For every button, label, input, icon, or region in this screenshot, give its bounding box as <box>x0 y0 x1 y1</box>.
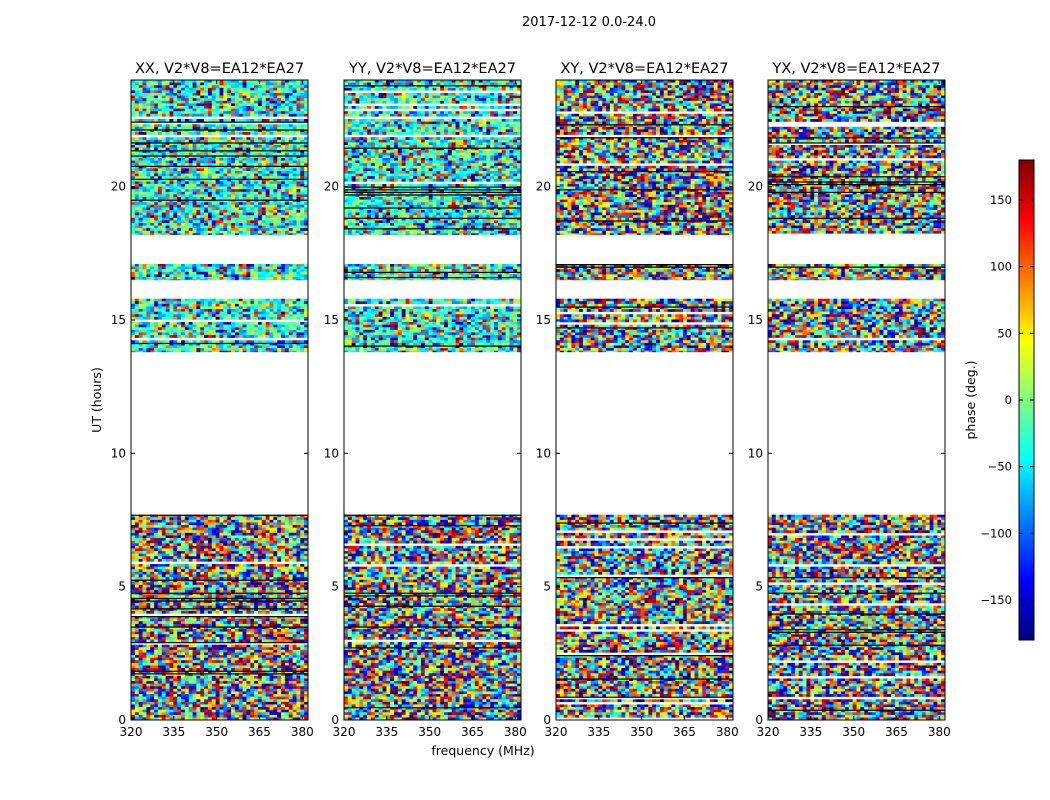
y-tick-label: 0 <box>755 713 763 727</box>
y-tick-label: 15 <box>111 313 126 327</box>
panel-title: YY, V2*V8=EA12*EA27 <box>348 61 516 77</box>
x-tick-label: 365 <box>885 725 908 739</box>
colorbar-tick-label: 50 <box>997 326 1012 340</box>
y-tick-label: 5 <box>118 580 126 594</box>
x-tick-label: 365 <box>248 725 271 739</box>
panel-frame <box>555 79 734 721</box>
y-tick-label: 20 <box>536 180 551 194</box>
colorbar-tick-label: −50 <box>988 460 1012 474</box>
panel-yy: YY, V2*V8=EA12*EA27 320 335 350 365 380 0 5 10 15… <box>324 61 527 739</box>
colorbar-tick-label: 0 <box>1005 393 1012 407</box>
y-tick-label: 0 <box>543 713 551 727</box>
x-tick-label: 335 <box>799 725 822 739</box>
y-tick-label: 0 <box>331 713 339 727</box>
x-tick-label: 380 <box>716 725 739 739</box>
x-tick-label: 365 <box>673 725 696 739</box>
panel-frame <box>130 79 309 721</box>
phase-heatmap <box>556 80 734 718</box>
x-axis-label: frequency (MHz) <box>431 743 534 758</box>
y-axis-label: UT (hours) <box>89 367 104 433</box>
y-tick-label: 20 <box>324 180 339 194</box>
y-tick-label: 20 <box>748 180 763 194</box>
y-tick-label: 10 <box>324 446 339 460</box>
colorbar-tick-label: −100 <box>980 526 1012 540</box>
phase-heatmap <box>768 80 946 721</box>
x-tick-label: 320 <box>757 725 780 739</box>
y-tick-label: 5 <box>543 580 551 594</box>
panel-title: XX, V2*V8=EA12*EA27 <box>135 61 304 77</box>
phase-heatmap <box>344 80 522 721</box>
y-tick-label: 0 <box>118 713 126 727</box>
x-tick-label: 320 <box>545 725 568 739</box>
colorbar-tick-label: 150 <box>990 193 1012 207</box>
y-tick-label: 15 <box>324 313 339 327</box>
x-tick-label: 350 <box>418 725 441 739</box>
y-tick-label: 15 <box>748 313 763 327</box>
y-tick-label: 5 <box>331 580 339 594</box>
phase-heatmap <box>131 80 309 721</box>
x-tick-label: 335 <box>162 725 185 739</box>
panel-title: XY, V2*V8=EA12*EA27 <box>560 61 728 77</box>
colorbar-tick-label: −150 <box>980 593 1012 607</box>
x-tick-label: 320 <box>333 725 356 739</box>
panel-frame <box>343 79 522 721</box>
x-tick-label: 380 <box>291 725 314 739</box>
figure-title: 2017-12-12 0.0-24.0 <box>522 15 656 30</box>
y-tick-label: 10 <box>748 446 763 460</box>
panel-xy: XY, V2*V8=EA12*EA27 320 335 350 365 380 0 5 10 15… <box>536 61 739 739</box>
colorbar-tick-label: 100 <box>990 260 1012 274</box>
x-tick-label: 350 <box>205 725 228 739</box>
colorbar-ticks: 150 100 50 0 −50 −100 −150 <box>980 193 1034 607</box>
x-tick-label: 320 <box>120 725 143 739</box>
panels-group: XX, V2*V8=EA12*EA27 320 335 350 365 380 0 5 10 15… <box>111 61 951 739</box>
colorbar: 150 100 50 0 −50 −100 −150 phase (deg.) <box>963 159 1035 641</box>
colorbar-label: phase (deg.) <box>963 361 978 440</box>
x-tick-label: 380 <box>504 725 527 739</box>
panel-yx: YX, V2*V8=EA12*EA27 320 335 350 365 380 0 5 10 15… <box>748 61 951 739</box>
x-tick-label: 350 <box>842 725 865 739</box>
y-tick-label: 15 <box>536 313 551 327</box>
panel-title: YX, V2*V8=EA12*EA27 <box>771 61 940 77</box>
x-tick-label: 335 <box>587 725 610 739</box>
x-tick-label: 365 <box>461 725 484 739</box>
y-tick-label: 10 <box>111 446 126 460</box>
y-tick-label: 20 <box>111 180 126 194</box>
x-tick-label: 380 <box>928 725 951 739</box>
x-tick-label: 350 <box>630 725 653 739</box>
y-tick-label: 5 <box>755 580 763 594</box>
panel-frame <box>767 79 946 721</box>
panel-xx: XX, V2*V8=EA12*EA27 320 335 350 365 380 0 5 10 15… <box>111 61 314 739</box>
y-tick-label: 10 <box>536 446 551 460</box>
x-tick-label: 335 <box>375 725 398 739</box>
